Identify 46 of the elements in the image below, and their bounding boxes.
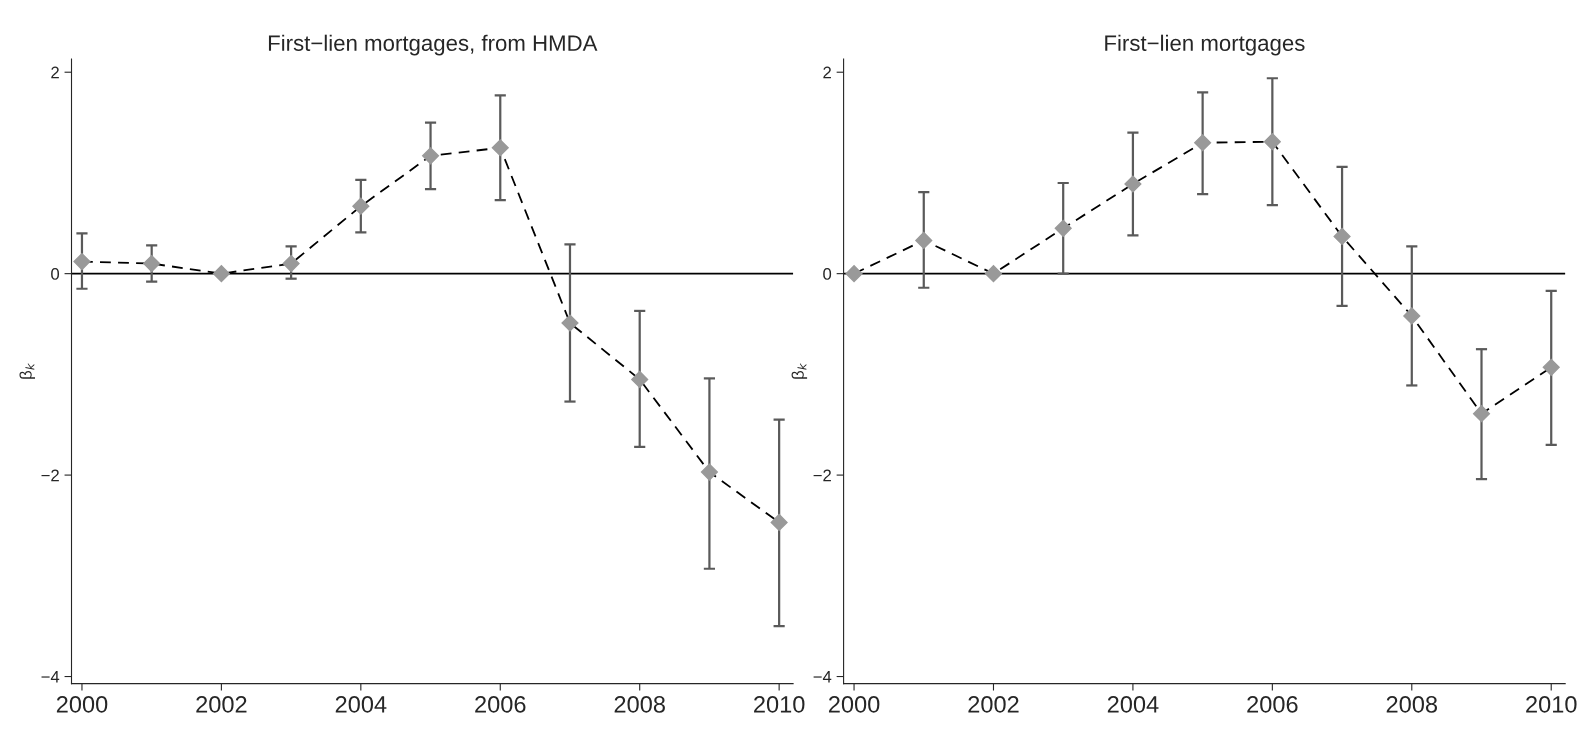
point	[352, 197, 370, 215]
point	[770, 513, 788, 531]
y-axis-title: β$_{k}$	[19, 362, 36, 379]
x-tick-label: 2010	[1526, 696, 1577, 713]
x-tick-label: 2008	[614, 696, 665, 713]
x-tick-label: 2010	[754, 696, 805, 713]
point	[1263, 133, 1281, 151]
point	[1054, 219, 1072, 237]
y-tick-label: −2	[813, 469, 831, 482]
point	[561, 314, 579, 332]
point	[1124, 175, 1142, 193]
y-axis-title: β$_{k}$	[791, 362, 808, 379]
point	[1194, 134, 1212, 152]
point	[1472, 405, 1491, 423]
x-tick-label: 2006	[475, 696, 526, 713]
y-tick-label: −4	[41, 671, 60, 683]
x-tick-label: 2002	[968, 696, 1019, 713]
point	[1333, 227, 1351, 245]
x-tick-label: 2000	[56, 696, 108, 713]
y-tick-label: 2	[823, 66, 831, 79]
point	[1403, 307, 1421, 325]
y-tick-label: −2	[41, 469, 59, 482]
point	[700, 463, 718, 481]
point	[845, 265, 863, 283]
point	[73, 253, 91, 271]
point	[282, 255, 300, 273]
x-tick-label: 2000	[828, 696, 880, 713]
point	[143, 255, 161, 273]
y-tick-label: 2	[51, 66, 59, 79]
x-tick-label: 2004	[335, 696, 387, 713]
y-tick-label: 0	[823, 268, 832, 280]
x-tick-label: 2004	[1107, 696, 1159, 713]
point	[212, 265, 230, 283]
point	[631, 370, 649, 388]
x-tick-label: 2006	[1247, 696, 1298, 713]
chart-title: First−lien mortgages	[1105, 34, 1305, 56]
point	[491, 139, 509, 157]
point	[984, 265, 1003, 283]
chart-title: First−lien mortgages, from HMDA	[268, 34, 598, 56]
point	[421, 147, 440, 165]
point	[1542, 358, 1560, 376]
y-tick-label: 0	[51, 268, 60, 280]
x-tick-label: 2008	[1386, 696, 1438, 713]
x-tick-label: 2002	[196, 696, 247, 713]
y-tick-label: −4	[813, 671, 832, 683]
point	[915, 231, 933, 249]
